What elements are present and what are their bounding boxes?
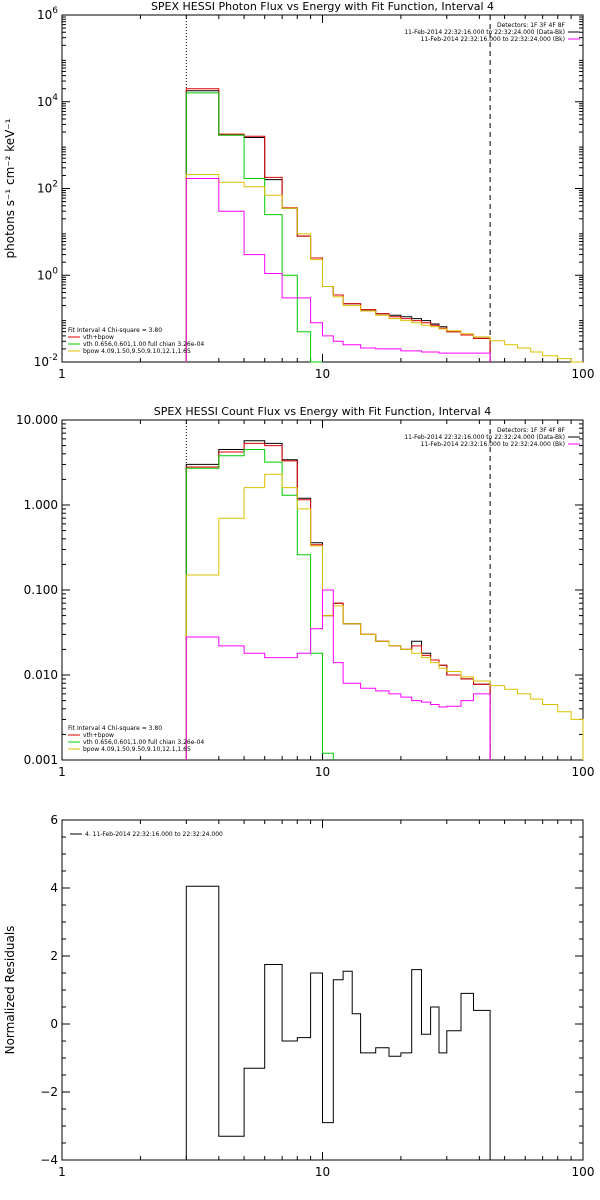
series-bk-line: [185, 178, 491, 362]
legend-fit-entry: Fit Interval 4 Chi-square = 3.80: [68, 725, 162, 732]
series-bpow-line: [185, 473, 584, 760]
plot-frame: [61, 14, 584, 363]
y-tick-label: 10-2: [34, 353, 58, 369]
y-tick-base: 10: [37, 268, 52, 282]
series-fit-line: [185, 442, 491, 760]
y-tick-exponent: -2: [49, 353, 58, 363]
legend-fit-entry: vth 0.656,0.601,1.00 full chian 3.26e-04: [83, 341, 204, 348]
y-tick-label: 100: [37, 266, 58, 282]
legend-top-entry: Detectors: 1F 3F 4F 8F: [497, 22, 566, 29]
series-vth-line: [185, 449, 334, 760]
legend-fit-entry: vth+bpow: [83, 334, 114, 341]
y-tick-exponent: 0: [52, 266, 58, 276]
x-tick-label: 1: [58, 367, 66, 381]
series-bk-line: [185, 589, 491, 760]
y-tick-label: −2: [40, 1085, 58, 1099]
y-tick-label: 6: [50, 813, 58, 827]
legend-top-entry: 11-Feb-2014 22:32:16.000 to 22:32:24.000…: [421, 441, 565, 448]
legend-interval-entry: 4. 11-Feb-2014 22:32:16.000 to 22:32:24.…: [85, 831, 223, 838]
y-tick-base: 10: [37, 8, 52, 22]
x-tick-label: 1: [58, 1165, 66, 1179]
legend-fit-entry: vth+bpow: [83, 732, 114, 739]
legend-fit-entry: Fit Interval 4 Chi-square = 3.80: [68, 327, 162, 334]
y-tick-label: 106: [37, 6, 58, 22]
y-tick-label: 0.010: [24, 668, 58, 682]
chart-title: SPEX HESSI Count Flux vs Energy with Fit…: [154, 405, 491, 418]
legend-top-entry: 11-Feb-2014 22:32:16.000 to 22:32:24.000…: [404, 29, 565, 36]
x-tick-label: 100: [572, 367, 595, 381]
chart-3: 1 10 100 −4 −2 0 2 4 6 Normalized Residuals 4. 11-…: [3, 813, 594, 1179]
y-tick-exponent: 2: [52, 180, 58, 190]
y-tick-base: 10: [34, 355, 49, 369]
x-tick-label: 100: [572, 765, 595, 779]
legend-top-entry: 11-Feb-2014 22:32:16.000 to 22:32:24.000…: [421, 36, 565, 43]
y-tick-exponent: 4: [52, 93, 58, 103]
y-tick-label: 2: [50, 949, 58, 963]
legend-fit-entry: bpow 4.09,1.50,9.50,9.10,12.1,1.65: [83, 746, 191, 753]
y-tick-label: 0: [50, 1017, 58, 1031]
y-tick-label: 0.001: [24, 753, 58, 767]
chart-2: SPEX HESSI Count Flux vs Energy with Fit…: [16, 405, 594, 779]
y-tick-label: 1.000: [24, 498, 58, 512]
y-axis-label: photons s⁻¹ cm⁻² keV⁻¹: [3, 118, 17, 258]
series-total-line: [185, 440, 491, 760]
y-tick-label: −4: [40, 1153, 58, 1167]
x-tick-label: 100: [572, 1165, 595, 1179]
y-tick-base: 10: [37, 95, 52, 109]
y-tick-label: 4: [50, 881, 58, 895]
y-tick-label: 102: [37, 180, 58, 196]
x-tick-label: 1: [58, 765, 66, 779]
legend-fit-entry: vth 0.656,0.601,1.00 full chian 3.26e-04: [83, 739, 204, 746]
legend-top-entry: 11-Feb-2014 22:32:16.000 to 22:32:24.000…: [404, 434, 565, 441]
x-tick-label: 10: [315, 765, 330, 779]
x-tick-label: 10: [315, 367, 330, 381]
y-tick-exponent: 6: [52, 6, 58, 16]
y-tick-label: 10.000: [16, 413, 58, 427]
y-tick-base: 10: [37, 182, 52, 196]
series-total-line: [185, 885, 491, 1160]
x-tick-label: 10: [315, 1165, 330, 1179]
legend-top-entry: Detectors: 1F 3F 4F 8F: [497, 427, 566, 434]
chart-title: SPEX HESSI Photon Flux vs Energy with Fi…: [151, 0, 494, 13]
series-bpow-line: [185, 174, 583, 363]
legend-fit-entry: bpow 4.09,1.50,9.50,9.10,12.1,1.65: [83, 348, 191, 355]
y-axis-label: Normalized Residuals: [3, 926, 17, 1055]
y-tick-label: 104: [37, 93, 58, 109]
series-fit-line: [185, 88, 491, 362]
y-tick-label: 0.100: [24, 583, 58, 597]
series-total-line: [185, 90, 491, 362]
series-vth-line: [185, 92, 323, 363]
chart-1: SPEX HESSI Photon Flux vs Energy with Fi…: [3, 0, 594, 381]
